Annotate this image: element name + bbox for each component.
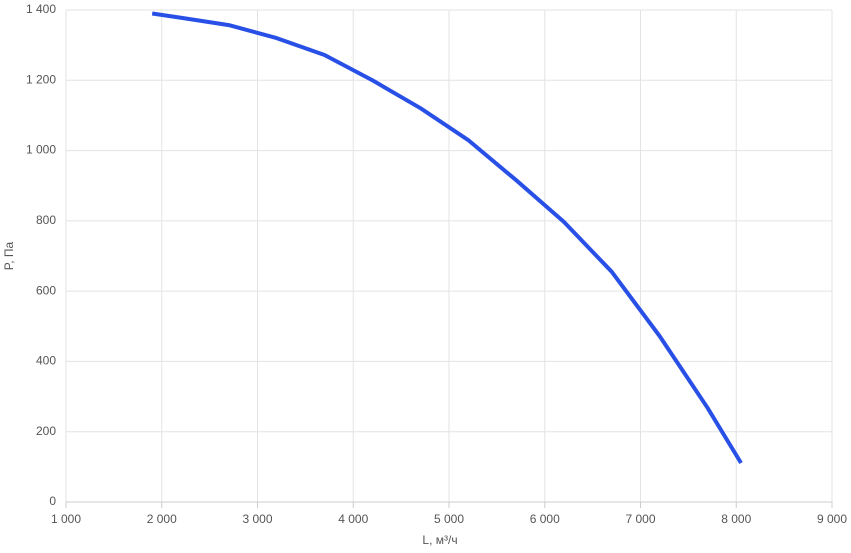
x-tick-label: 7 000 [625, 512, 655, 526]
x-tick-label: 1 000 [51, 512, 81, 526]
y-tick-label: 1 000 [26, 143, 56, 157]
y-tick-label: 400 [36, 354, 56, 368]
x-tick-label: 3 000 [242, 512, 272, 526]
y-tick-label: 200 [36, 424, 56, 438]
y-axis-label: P, Па [2, 241, 16, 270]
x-tick-label: 4 000 [338, 512, 368, 526]
x-tick-label: 6 000 [530, 512, 560, 526]
x-tick-label: 5 000 [434, 512, 464, 526]
y-tick-label: 1 200 [26, 72, 56, 86]
y-tick-label: 0 [49, 494, 56, 508]
line [151, 11, 743, 465]
y-tick-label: 800 [36, 213, 56, 227]
x-tick-label: 8 000 [721, 512, 751, 526]
x-tick-label: 2 000 [147, 512, 177, 526]
x-tick-label: 9 000 [817, 512, 847, 526]
y-tick-label: 1 400 [26, 2, 56, 16]
y-tick-label: 600 [36, 283, 56, 297]
x-axis-label: L, м³/ч [422, 533, 457, 547]
